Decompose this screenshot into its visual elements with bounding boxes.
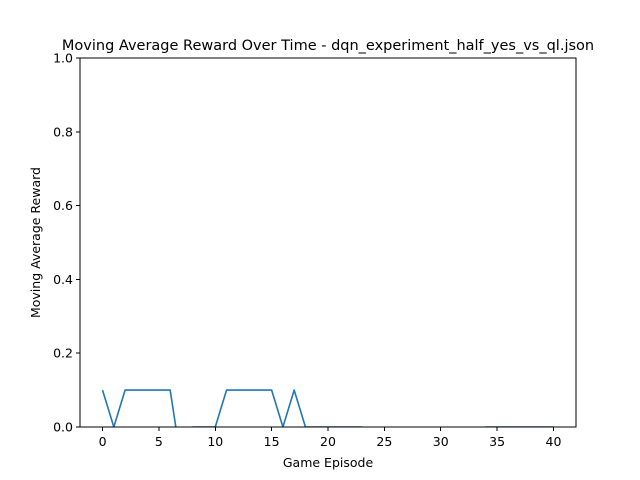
y-tick-label: 0.4 — [53, 272, 73, 287]
y-tick-label: 0.2 — [53, 346, 73, 361]
y-axis-label: Moving Average Reward — [28, 167, 43, 318]
x-tick-label: 30 — [433, 434, 449, 449]
x-axis-label: Game Episode — [283, 455, 374, 470]
x-tick-label: 25 — [376, 434, 392, 449]
y-tick-label: 0.6 — [53, 198, 73, 213]
plot-frame — [79, 57, 577, 428]
x-tick-label: 35 — [489, 434, 505, 449]
y-axis: 0.0 0.2 0.4 0.6 0.8 1.0 — [53, 51, 80, 435]
x-tick-label: 15 — [264, 434, 280, 449]
x-tick-label: 40 — [546, 434, 562, 449]
x-axis: 0 5 10 15 20 25 30 35 40 — [99, 427, 562, 449]
chart-title: Moving Average Reward Over Time - dqn_ex… — [62, 38, 594, 54]
x-tick-label: 5 — [155, 434, 163, 449]
x-tick-label: 0 — [99, 434, 107, 449]
y-tick-label: 0.8 — [53, 124, 73, 139]
x-tick-label: 20 — [320, 434, 336, 449]
y-tick-label: 1.0 — [53, 51, 73, 66]
y-tick-label: 0.0 — [53, 420, 73, 435]
x-tick-label: 10 — [207, 434, 223, 449]
